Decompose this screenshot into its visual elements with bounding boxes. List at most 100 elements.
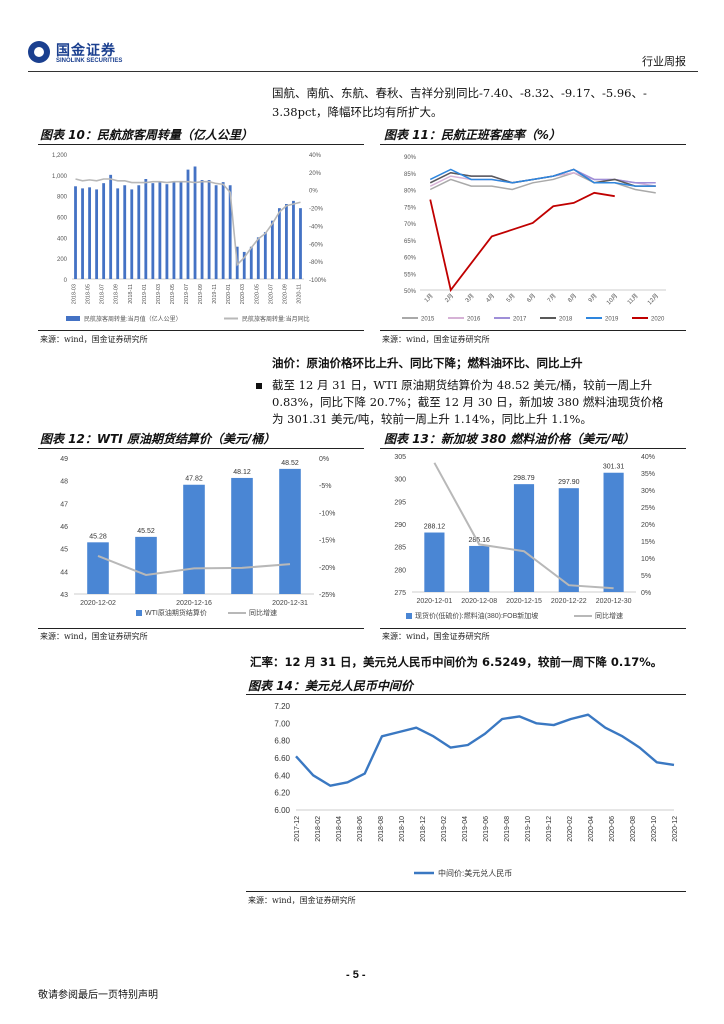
bar-data-label: 297.90 [558,479,580,486]
y-right-tick-label: 0% [309,189,318,195]
bar [299,208,302,279]
legend-label: WTI原油期货结算价 [145,608,207,617]
y-tick-label: 80% [404,189,417,195]
bar [469,545,490,592]
bar [135,536,157,594]
y-left-tick-label: 1,200 [52,153,68,159]
bar-data-label: 45.28 [89,533,107,540]
legend-label: 同比增速 [249,608,277,617]
y-right-tick-label: 40% [309,153,322,159]
bar-data-label: 298.79 [513,475,535,482]
x-tick-label: 5月 [505,292,517,304]
fx-rate-line [295,713,675,787]
fig14-title: 图表 14：美元兑人民币中间价 [248,679,413,693]
x-tick-label: 2018-02 [315,816,322,842]
x-tick-label: 2019-06 [483,816,490,842]
x-tick-label: 7月 [546,292,558,304]
x-tick-label: 2020-05 [254,284,260,304]
bar-data-label: 285.16 [468,537,490,544]
bar [172,181,176,279]
bar [116,188,120,279]
y-right-tick-label: -20% [309,207,324,213]
y-tick-label: 6.40 [274,771,290,780]
y-tick-label: 50% [404,289,417,295]
logo-en: SINOLINK SECURITIES [56,58,123,64]
y-left-tick-label: 48 [60,479,68,486]
fig13-chart: 275 280 285 290 295 300 305 0% 5% 10% 15% 20% 25% 30%… [394,454,655,620]
x-tick-label: 2020-07 [268,284,274,304]
x-tick-label: 2020-12-22 [551,598,587,605]
bar [158,182,162,279]
bar [292,200,295,279]
fig14-chart: 6.00 6.20 6.40 6.60 6.80 7.00 7.20 2017-12 2018-… [274,702,679,878]
bar [81,188,84,279]
bar [221,182,225,279]
fig10-title: 图表 10：民航旅客周转量（亿人公里） [40,128,253,142]
x-tick-label: 2019-11 [212,284,218,304]
bar [165,184,169,279]
x-tick-label: 2018-04 [336,816,343,842]
bar [200,180,204,279]
bar-data-label: 288.12 [424,524,446,531]
legend-label: 2016 [467,317,481,323]
x-tick-label: 2019-01 [142,284,148,304]
legend-label: 中间价:美元兑人民币 [438,868,512,878]
header-divider [28,71,698,72]
y-tick-label: 90% [404,155,417,161]
oil-heading: 油价：原油价格环比上升、同比下降；燃料油环比、同比上升 [272,356,583,370]
y-left-tick-label: 44 [60,569,68,576]
fig14-bottom-rule [246,891,686,892]
bullet-icon [256,383,262,389]
legend-swatch [136,610,142,616]
x-tick-label: 2018-10 [399,816,406,842]
yoy-line [433,462,614,590]
x-tick-label: 2020-01 [226,284,232,304]
y-left-tick-label: 46 [60,524,68,531]
y-left-tick-label: 285 [394,545,406,552]
bar [285,204,288,279]
oil-line-1: 截至 12 月 31 日，WTI 原油期货结算价为 48.52 美元/桶，较前一… [272,378,653,392]
bar [231,477,253,594]
x-tick-label: 2020-12-31 [272,600,308,607]
bar [249,246,253,279]
bar [87,542,109,594]
y-tick-label: 65% [404,239,417,245]
y-right-tick-label: 35% [641,471,655,478]
page-number: - 5 - [346,969,366,981]
y-right-tick-label: -5% [319,483,331,490]
x-tick-label: 2020-12 [672,816,679,842]
x-tick-label: 2019-09 [198,284,204,304]
bar [137,185,141,279]
x-tick-label: 11月 [626,292,640,306]
y-right-tick-label: 30% [641,488,655,495]
fig14-title-rule [246,694,686,695]
legend-swatch [66,316,80,321]
x-tick-label: 2018-11 [128,284,134,304]
bar [279,468,301,594]
x-tick-label: 2020-12-08 [461,598,497,605]
y-right-tick-label: -100% [309,278,327,284]
fig11-title: 图表 11：民航正班客座率（%） [384,128,561,142]
bar [270,220,274,279]
x-tick-label: 2020-04 [588,816,595,842]
bar [513,484,535,592]
y-left-tick-label: 0 [64,278,68,284]
x-tick-label: 6月 [526,292,538,304]
fig13-title-rule [380,448,686,449]
bar [151,183,155,279]
bar [123,185,127,279]
legend-label: 2020 [651,317,665,323]
y-left-tick-label: 43 [60,592,68,599]
y-right-tick-label: -10% [319,510,335,517]
y-right-tick-label: 20% [309,171,322,177]
x-tick-label: 2019-12 [546,816,553,842]
y-tick-label: 7.00 [274,719,290,728]
x-tick-label: 2019-03 [156,284,162,304]
bar [88,187,91,279]
bar-data-label: 48.52 [281,460,299,467]
x-tick-label: 2020-03 [240,284,246,304]
fig12-chart: 43 44 45 46 47 48 49 -25% -20% -15% -10% -5% 0% 45.28… [60,456,335,617]
legend-label: 民航旅客周转量:当月值（亿人公里） [84,315,182,323]
x-tick-label: 2018-06 [357,816,364,842]
bar-data-label: 48.12 [233,469,251,476]
